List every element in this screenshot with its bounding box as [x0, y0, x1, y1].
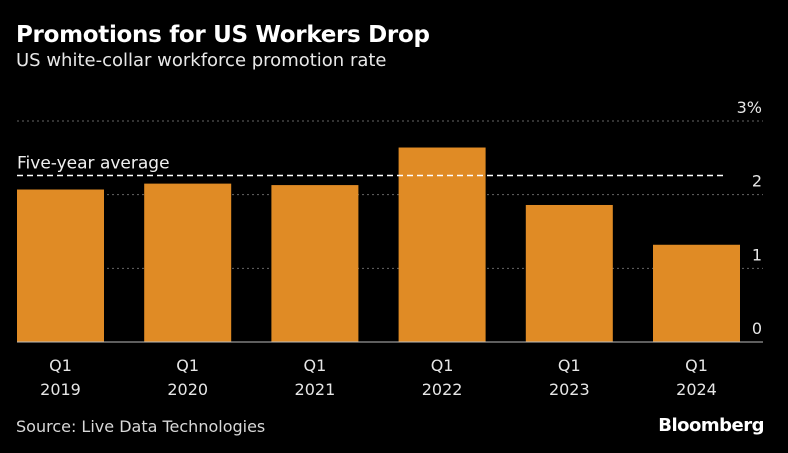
- x-tick-label-year: 2020: [167, 380, 208, 399]
- gridlines: [17, 120, 763, 269]
- x-tick-label-year: 2022: [422, 380, 463, 399]
- average-line-label: Five-year average: [17, 154, 170, 174]
- x-tick-label-quarter: Q1: [431, 356, 454, 375]
- x-tick-label-year: 2024: [676, 380, 717, 399]
- x-tick-label-quarter: Q1: [304, 356, 327, 375]
- reference-line-group: Five-year average: [17, 154, 724, 177]
- bar: [398, 147, 486, 342]
- chart-subtitle: US white-collar workforce promotion rate: [16, 50, 387, 71]
- chart-title: Promotions for US Workers Drop: [16, 22, 430, 48]
- y-tick-label: 1: [752, 245, 762, 264]
- x-tick-label-quarter: Q1: [558, 356, 581, 375]
- x-tick-label-quarter: Q1: [176, 356, 199, 375]
- bloomberg-logo: Bloomberg: [658, 415, 764, 436]
- bar: [271, 185, 359, 342]
- bar: [144, 183, 232, 342]
- axes: 0 1 2 3% Q1 2019 Q1 2020 Q1 2021 Q1 2022 Q1 2023 Q1 202…: [17, 98, 763, 399]
- x-tick-label-quarter: Q1: [685, 356, 708, 375]
- bar: [525, 204, 613, 342]
- bar: [17, 189, 104, 342]
- x-tick-label-quarter: Q1: [49, 356, 72, 375]
- x-tick-label-year: 2021: [295, 380, 336, 399]
- source-note: Source: Live Data Technologies: [16, 417, 266, 436]
- y-tick-label: 3%: [737, 98, 762, 117]
- bar: [653, 244, 740, 342]
- x-tick-label-year: 2023: [549, 380, 590, 399]
- x-tick-label-year: 2019: [40, 380, 81, 399]
- y-tick-label: 2: [752, 172, 762, 191]
- bars: [17, 147, 740, 342]
- y-tick-label: 0: [752, 319, 762, 338]
